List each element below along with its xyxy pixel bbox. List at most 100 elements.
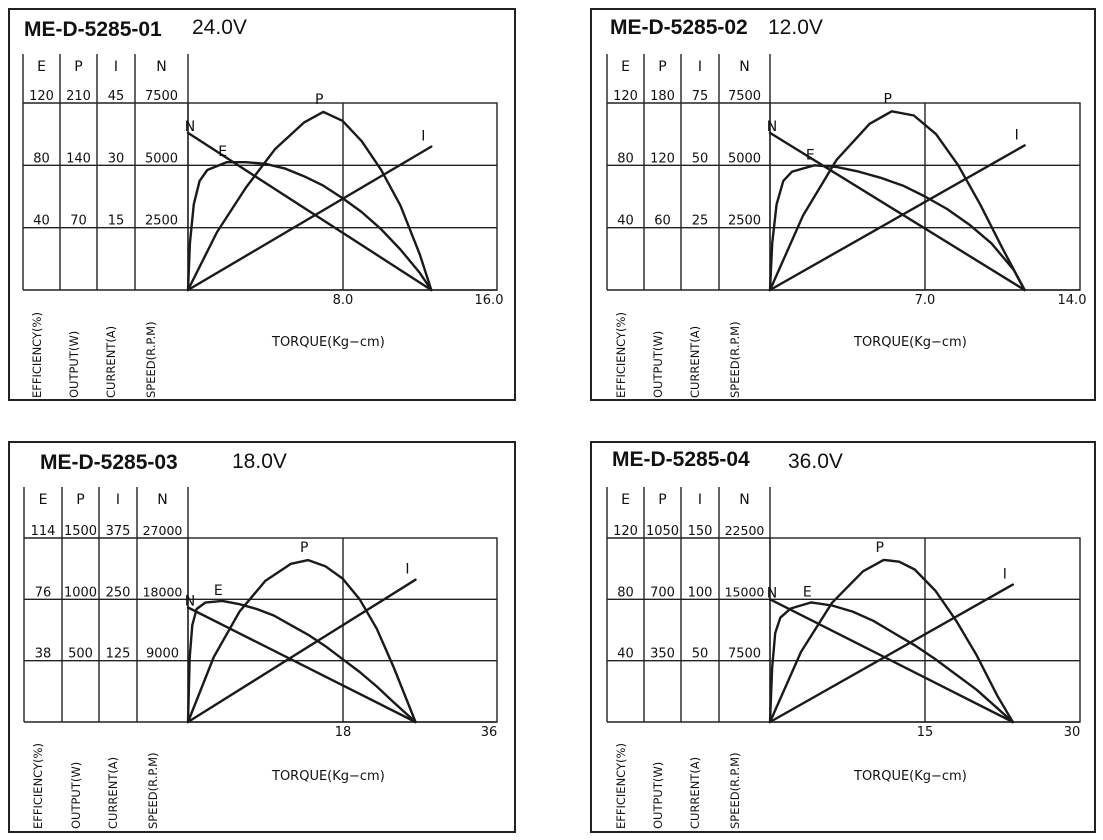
axis-label-e: EFFICIENCY(%) xyxy=(30,312,44,398)
curve-p xyxy=(186,558,417,724)
scale-value: 2500 xyxy=(145,214,178,229)
voltage-label: 12.0V xyxy=(768,16,823,39)
column-header-e: E xyxy=(621,59,630,75)
scale-value: 60 xyxy=(654,214,671,229)
chart-panel-3: E P I N 114 1500 375 27000 76 1000 250 18000 38 500 12… xyxy=(8,441,516,833)
scale-value: 25 xyxy=(692,214,709,229)
scale-value: 120 xyxy=(650,151,675,166)
column-header-e: E xyxy=(37,59,46,75)
axis-label-p: OUTPUT(W) xyxy=(69,762,83,829)
x-axis-label: TORQUE(Kg−cm) xyxy=(271,769,385,784)
axis-label-p: OUTPUT(W) xyxy=(651,762,665,829)
axis-label-e: EFFICIENCY(%) xyxy=(614,312,628,398)
curve-label-n: N xyxy=(185,119,195,135)
curve-n xyxy=(768,598,1014,724)
x-tick-label: 15 xyxy=(917,725,934,740)
curve-label-n: N xyxy=(185,594,195,610)
axis-label-i: CURRENT(A) xyxy=(688,757,702,829)
scale-value: 22500 xyxy=(725,523,765,538)
column-header-e: E xyxy=(39,492,48,508)
chart-svg-1: E P I N 120 210 45 7500 80 140 30 5000 40 70 15 2500 8.0… xyxy=(22,54,503,398)
x-axis-label: TORQUE(Kg−cm) xyxy=(853,769,967,784)
x-axis-label: TORQUE(Kg−cm) xyxy=(853,335,967,350)
curve-e xyxy=(768,601,1014,724)
scale-value: 70 xyxy=(70,214,87,229)
scale-value: 40 xyxy=(617,647,634,662)
voltage-label: 36.0V xyxy=(788,450,843,473)
scale-value: 15 xyxy=(108,214,125,229)
scale-value: 7500 xyxy=(145,89,178,104)
scale-value: 150 xyxy=(688,524,713,539)
column-header-p: P xyxy=(74,59,82,75)
curve-label-i: I xyxy=(1015,127,1019,143)
curve-label-p: P xyxy=(315,92,323,108)
curve-label-i: I xyxy=(405,562,409,578)
curve-n xyxy=(186,131,433,292)
scale-value: 140 xyxy=(66,151,91,166)
curve-label-i: I xyxy=(1003,567,1007,583)
curve-n xyxy=(768,131,1026,292)
column-header-p: P xyxy=(658,492,666,508)
scale-value: 27000 xyxy=(143,523,183,538)
curve-label-e: E xyxy=(214,583,223,599)
curve-n xyxy=(186,606,417,724)
column-header-i: I xyxy=(698,492,702,508)
x-tick-label: 7.0 xyxy=(915,293,936,308)
voltage-label: 24.0V xyxy=(192,16,247,39)
curve-label-e: E xyxy=(806,147,815,163)
curve-e xyxy=(186,161,433,292)
x-tick-label: 36 xyxy=(481,725,498,740)
axis-label-p: OUTPUT(W) xyxy=(651,331,665,398)
scale-value: 5000 xyxy=(145,151,178,166)
x-tick-label: 18 xyxy=(335,725,352,740)
axis-label-n: SPEED(R.P.M) xyxy=(728,321,742,398)
curve-i xyxy=(768,144,1026,292)
model-title: ME-D-5285-01 xyxy=(24,18,162,41)
column-header-i: I xyxy=(114,59,118,75)
chart-panel-1: E P I N 120 210 45 7500 80 140 30 5000 40 70 15 2500 8.0… xyxy=(8,8,516,401)
scale-value: 38 xyxy=(35,647,52,662)
column-header-i: I xyxy=(116,492,120,508)
x-axis-label: TORQUE(Kg−cm) xyxy=(271,335,385,350)
scale-value: 40 xyxy=(33,214,50,229)
curve-label-p: P xyxy=(875,540,883,556)
scale-value: 120 xyxy=(613,524,638,539)
curve-p xyxy=(768,110,1026,292)
axis-label-i: CURRENT(A) xyxy=(688,326,702,398)
curve-label-p: P xyxy=(300,540,308,556)
axis-label-n: SPEED(R.P.M) xyxy=(728,752,742,829)
scale-value: 50 xyxy=(692,151,709,166)
axis-label-n: SPEED(R.P.M) xyxy=(144,321,158,398)
column-header-n: N xyxy=(739,59,749,75)
column-header-p: P xyxy=(658,59,666,75)
model-title: ME-D-5285-02 xyxy=(610,16,748,39)
curve-e xyxy=(186,599,417,724)
axis-label-i: CURRENT(A) xyxy=(106,757,120,829)
chart-svg-4: E P I N 120 1050 150 22500 80 700 100 15000 40 350 50 7… xyxy=(606,487,1081,829)
scale-value: 45 xyxy=(108,89,125,104)
scale-value: 7500 xyxy=(728,89,761,104)
scale-value: 114 xyxy=(31,524,56,539)
axis-label-p: OUTPUT(W) xyxy=(67,331,81,398)
x-tick-label: 14.0 xyxy=(1058,293,1087,308)
axis-label-e: EFFICIENCY(%) xyxy=(31,743,45,829)
scale-value: 120 xyxy=(613,89,638,104)
scale-value: 1500 xyxy=(64,524,97,539)
scale-value: 80 xyxy=(33,151,50,166)
scale-value: 375 xyxy=(106,524,131,539)
scale-value: 180 xyxy=(650,89,675,104)
chart-svg-3: E P I N 114 1500 375 27000 76 1000 250 18000 38 500 12… xyxy=(23,487,498,829)
voltage-label: 18.0V xyxy=(232,450,287,473)
scale-value: 18000 xyxy=(143,584,183,599)
curve-i xyxy=(768,583,1014,724)
column-header-n: N xyxy=(739,492,749,508)
scale-value: 76 xyxy=(35,585,52,600)
scale-value: 80 xyxy=(617,585,634,600)
curve-label-e: E xyxy=(803,584,812,600)
scale-value: 500 xyxy=(68,647,93,662)
curve-label-p: P xyxy=(884,91,892,107)
scale-value: 40 xyxy=(617,214,634,229)
scale-value: 1000 xyxy=(64,585,97,600)
scale-value: 5000 xyxy=(728,151,761,166)
curve-label-i: I xyxy=(421,129,425,145)
